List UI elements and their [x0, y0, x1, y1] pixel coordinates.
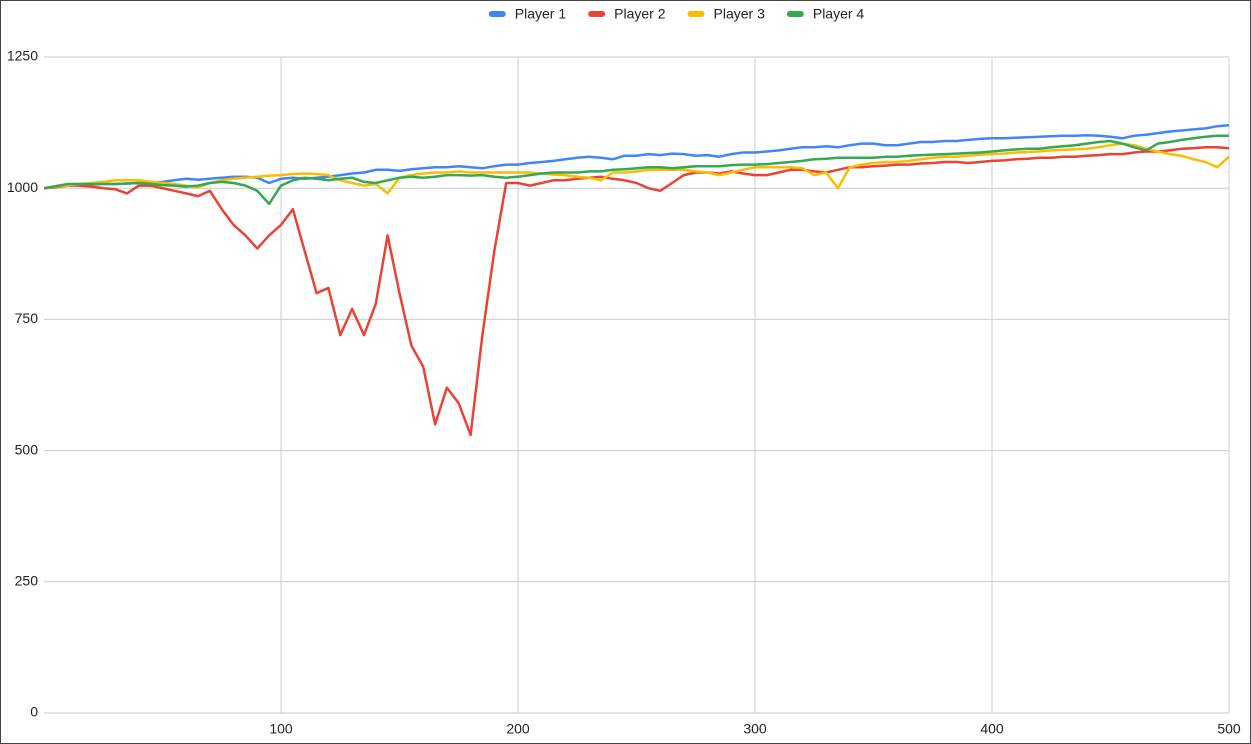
y-tick-label: 0 [30, 704, 38, 720]
legend-label: Player 2 [614, 6, 666, 22]
line-series [43, 146, 1230, 437]
y-tick-label: 750 [15, 310, 39, 326]
y-tick-label: 1250 [7, 48, 38, 64]
legend-swatch [687, 11, 705, 17]
legend-label: Player 1 [515, 6, 567, 22]
legend-label: Player 3 [714, 6, 766, 22]
x-tick-label: 100 [269, 721, 293, 737]
x-tick-label: 500 [1217, 721, 1241, 737]
legend-swatch [488, 11, 506, 17]
y-tick-label: 500 [15, 441, 39, 457]
y-tick-label: 250 [15, 573, 39, 589]
legend-swatch [588, 11, 606, 17]
legend-label: Player 4 [813, 6, 865, 22]
legend-swatch [786, 11, 804, 17]
y-tick-label: 1000 [7, 179, 38, 195]
x-tick-label: 300 [743, 721, 767, 737]
line-series [43, 134, 1229, 206]
x-tick-label: 400 [980, 721, 1004, 737]
x-tick-label: 200 [506, 721, 530, 737]
line-series [43, 123, 1230, 190]
line-series [43, 142, 1230, 195]
